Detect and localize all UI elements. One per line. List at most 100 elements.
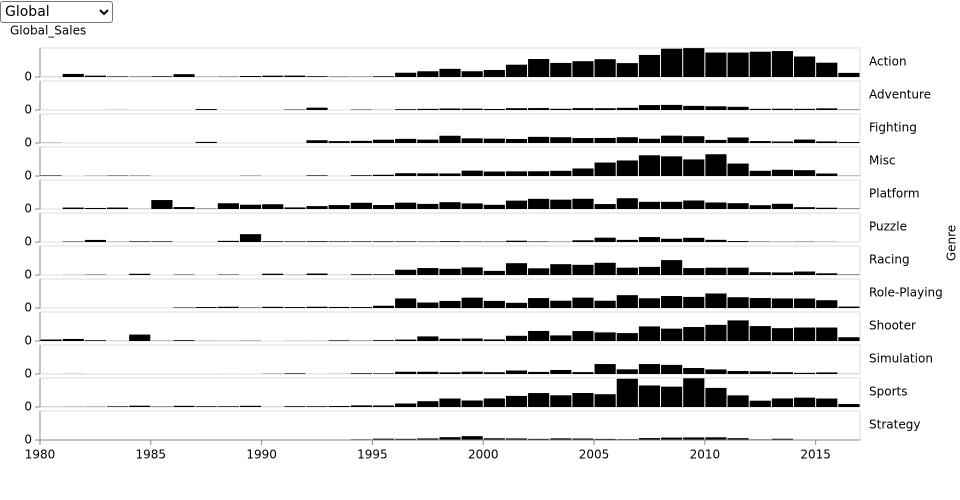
bar xyxy=(217,240,239,242)
bar xyxy=(505,138,528,143)
bar xyxy=(417,268,439,275)
bar xyxy=(350,175,372,176)
bar xyxy=(328,241,350,242)
bar xyxy=(838,72,860,77)
bar xyxy=(616,137,638,143)
bar xyxy=(594,262,616,275)
x-tick-label: 1990 xyxy=(246,448,277,462)
bar xyxy=(771,272,794,275)
bar xyxy=(528,108,550,110)
y-tick-label: 0 xyxy=(24,433,32,447)
bar xyxy=(705,437,727,440)
bar xyxy=(417,401,439,407)
bar xyxy=(217,306,239,308)
bar xyxy=(705,267,727,275)
bar xyxy=(727,137,749,143)
bar xyxy=(417,241,439,242)
facet-frame xyxy=(39,344,861,375)
bar xyxy=(528,171,550,176)
y-tick-label: 0 xyxy=(24,70,32,84)
bar xyxy=(129,273,151,275)
bar xyxy=(439,241,461,242)
bar xyxy=(528,198,550,209)
bar xyxy=(550,395,572,407)
bar xyxy=(771,141,794,143)
bar xyxy=(550,62,572,77)
bar xyxy=(439,268,461,275)
y-tick-label: 0 xyxy=(24,235,32,249)
bar xyxy=(572,108,594,110)
bar xyxy=(483,438,505,440)
bar xyxy=(638,105,661,110)
bar xyxy=(262,306,284,308)
bar xyxy=(638,326,661,341)
bar xyxy=(550,137,572,143)
bar xyxy=(727,267,749,275)
bar xyxy=(638,54,661,77)
facet-label: Role-Playing xyxy=(869,286,943,300)
bar xyxy=(505,335,528,341)
bar xyxy=(638,266,661,275)
bar xyxy=(284,75,306,77)
bar xyxy=(350,373,372,374)
bar xyxy=(395,138,417,143)
bar xyxy=(439,108,461,110)
bar xyxy=(306,406,328,407)
bar xyxy=(550,170,572,176)
bar xyxy=(417,438,439,440)
bar xyxy=(705,387,727,407)
bar xyxy=(683,159,705,176)
y-tick-label: 0 xyxy=(24,400,32,414)
bar xyxy=(550,108,572,110)
bar xyxy=(395,173,417,176)
bar xyxy=(794,139,816,143)
bar xyxy=(638,438,661,440)
bar xyxy=(572,392,594,407)
bar xyxy=(683,367,705,374)
bar xyxy=(306,76,328,77)
bar xyxy=(372,405,395,407)
bar xyxy=(816,173,838,176)
bar xyxy=(40,339,62,341)
bar xyxy=(683,200,705,209)
bar xyxy=(705,369,727,374)
bar xyxy=(550,369,572,374)
bar xyxy=(483,108,505,110)
bar xyxy=(528,136,550,143)
bar xyxy=(173,74,195,77)
bar xyxy=(572,240,594,242)
x-tick-label: 1985 xyxy=(136,448,167,462)
bar xyxy=(616,267,638,275)
bar xyxy=(572,138,594,143)
bar xyxy=(838,306,860,308)
bar xyxy=(372,340,395,341)
bar xyxy=(483,138,505,143)
bar xyxy=(350,274,372,275)
bar xyxy=(572,372,594,374)
bar xyxy=(749,326,771,341)
bar xyxy=(461,241,483,242)
bar xyxy=(749,400,771,407)
bar xyxy=(239,405,262,407)
bar xyxy=(683,437,705,440)
bar xyxy=(661,260,683,275)
bar xyxy=(838,404,860,407)
bar xyxy=(306,206,328,209)
bar xyxy=(483,398,505,407)
facet-label: Fighting xyxy=(869,121,917,135)
bar xyxy=(84,340,106,341)
bar xyxy=(173,207,195,209)
bar xyxy=(395,269,417,275)
bar xyxy=(594,162,616,176)
bar xyxy=(771,298,794,308)
bar xyxy=(306,241,328,242)
bar xyxy=(594,394,616,407)
bar xyxy=(62,73,84,77)
x-tick-label: 1995 xyxy=(357,448,388,462)
bar xyxy=(749,51,771,77)
region-select[interactable]: Global xyxy=(0,1,113,23)
bar xyxy=(395,339,417,341)
bar xyxy=(705,139,727,143)
bar xyxy=(461,436,483,440)
